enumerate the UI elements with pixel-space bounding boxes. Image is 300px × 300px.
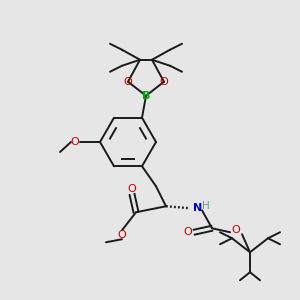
Text: O: O	[128, 184, 136, 194]
Text: O: O	[160, 77, 168, 87]
Text: N: N	[194, 203, 202, 213]
Text: O: O	[184, 227, 192, 237]
Text: O: O	[232, 225, 240, 235]
Text: O: O	[118, 230, 126, 240]
Text: B: B	[142, 91, 150, 101]
Text: H: H	[202, 201, 210, 211]
Text: O: O	[70, 137, 80, 147]
Text: O: O	[124, 77, 132, 87]
